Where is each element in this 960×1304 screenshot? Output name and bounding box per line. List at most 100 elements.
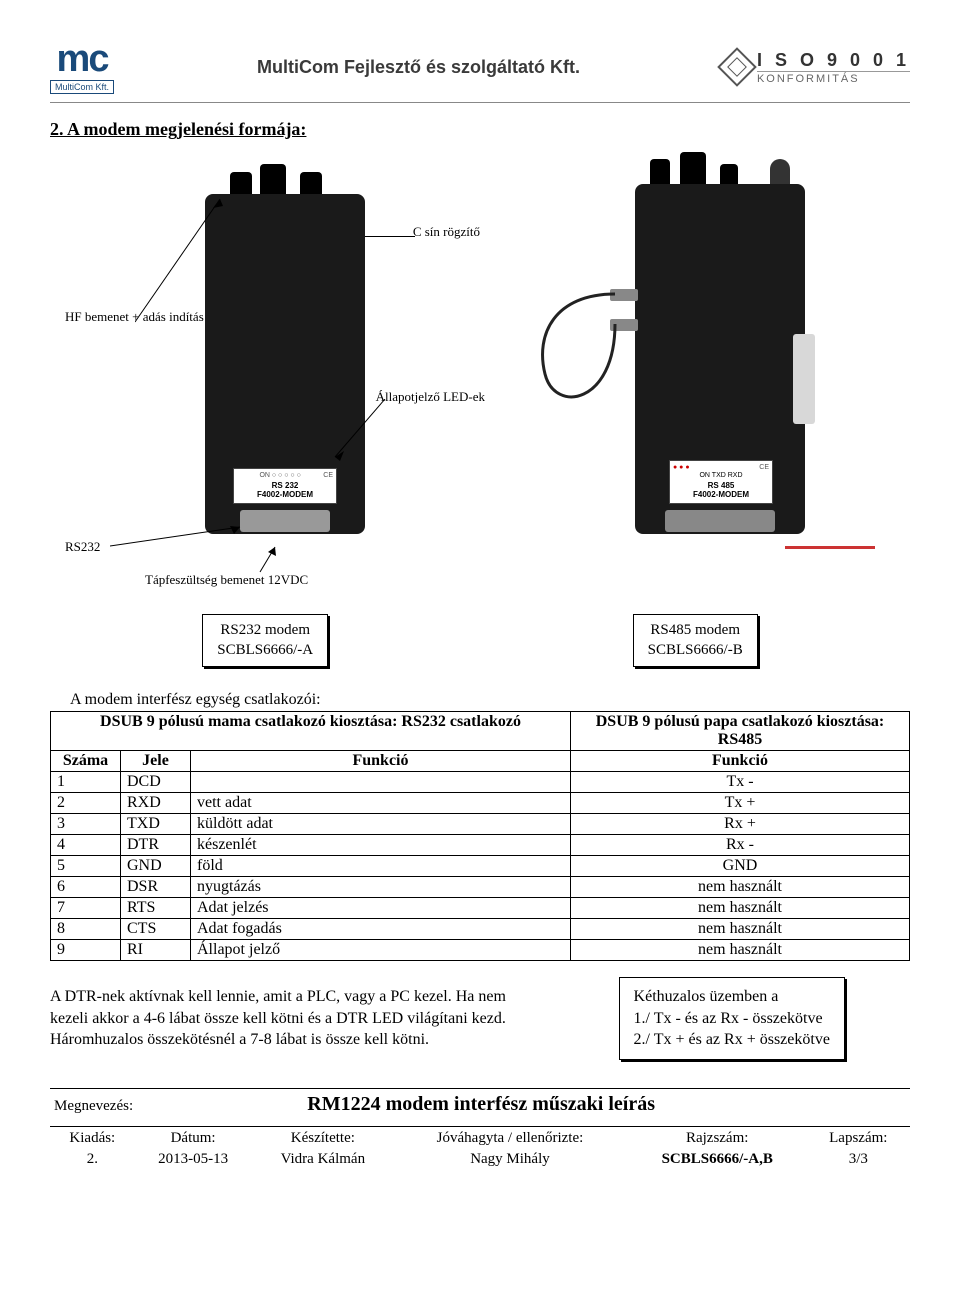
table-cell (191, 772, 571, 793)
table-intro: A modem interfész egység csatlakozói: (70, 691, 910, 709)
table-cell: Rx - (571, 835, 910, 856)
caption-row: RS232 modem SCBLS6666/-A RS485 modem SCB… (50, 614, 910, 667)
note-right-box: Kéthuzalos üzemben a 1./ Tx - és az Rx -… (619, 977, 845, 1060)
iso-diamond-icon (717, 47, 757, 87)
notes-row: A DTR-nek aktívnak kell lennie, amit a P… (50, 977, 910, 1060)
table-header-left: DSUB 9 pólusú mama csatlakozó kiosztása:… (51, 712, 571, 751)
table-cell: DCD (121, 772, 191, 793)
annotation-csin: C sín rögzítő (413, 224, 480, 240)
caption-left-code: SCBLS6666/-A (217, 641, 313, 661)
table-cell: 3 (51, 814, 121, 835)
table-cell: 4 (51, 835, 121, 856)
footer-value-lapszam: 3/3 (809, 1150, 908, 1169)
table-cell: 8 (51, 919, 121, 940)
table-row: 6DSRnyugtázásnem használt (51, 877, 910, 898)
note-right-line2: 1./ Tx - és az Rx - összekötve (634, 1008, 830, 1030)
annotation-tap: Tápfeszültség bemenet 12VDC (145, 572, 308, 588)
modem-label-plate-left: ON ○ ○ ○ ○ ○ CE RS 232 F4002-MODEM (233, 468, 337, 504)
annotation-leds: Állapotjelző LED-ek (376, 389, 485, 405)
table-row: 8CTSAdat fogadásnem használt (51, 919, 910, 940)
caption-right-code: SCBLS6666/-B (648, 641, 743, 661)
col-funkcio1: Funkció (191, 751, 571, 772)
footer-table: Kiadás: Dátum: Készítette: Jóváhagyta / … (50, 1126, 910, 1171)
table-cell: TXD (121, 814, 191, 835)
section-title: 2. A modem megjelenési formája: (50, 119, 910, 140)
caption-right: RS485 modem SCBLS6666/-B (633, 614, 758, 667)
note-right-line3: 2./ Tx + és az Rx + összekötve (634, 1029, 830, 1051)
page-header: mc MultiCom Kft. MultiCom Fejlesztő és s… (50, 40, 910, 94)
table-cell: vett adat (191, 793, 571, 814)
company-name: MultiCom Fejlesztő és szolgáltató Kft. (114, 57, 723, 78)
note-right-line1: Kéthuzalos üzemben a (634, 986, 830, 1008)
modem-body-right: ● ● ●CE ON TXD RXD RS 485 F4002-MODEM (635, 184, 805, 534)
table-row: 5GNDföldGND (51, 856, 910, 877)
table-cell: 6 (51, 877, 121, 898)
header-divider (50, 102, 910, 103)
arrow-leds (330, 399, 390, 464)
footer-label-jovahagy: Jóváhagyta / ellenőrizte: (394, 1129, 626, 1148)
note-left: A DTR-nek aktívnak kell lennie, amit a P… (50, 986, 513, 1051)
iso-main-text: I S O 9 0 0 1 (757, 50, 910, 71)
table-cell: nem használt (571, 919, 910, 940)
modem-photo-right: ● ● ●CE ON TXD RXD RS 485 F4002-MODEM (515, 154, 895, 594)
table-cell: Állapot jelző (191, 940, 571, 961)
footer-label-datum: Dátum: (135, 1129, 252, 1148)
arrow-hf (135, 194, 225, 324)
footer-label-keszitette: Készítette: (254, 1129, 393, 1148)
table-cell: nem használt (571, 898, 910, 919)
company-logo: mc MultiCom Kft. (50, 40, 114, 94)
footer-label-lapszam: Lapszám: (809, 1129, 908, 1148)
footer-value-datum: 2013-05-13 (135, 1150, 252, 1169)
footer-title: RM1224 modem interfész műszaki leírás (137, 1093, 825, 1116)
table-cell: Tx + (571, 793, 910, 814)
modem-photo-left: ON ○ ○ ○ ○ ○ CE RS 232 F4002-MODEM C sín… (65, 154, 485, 594)
col-jele: Jele (121, 751, 191, 772)
pinout-table: DSUB 9 pólusú mama csatlakozó kiosztása:… (50, 711, 910, 961)
table-cell: Adat fogadás (191, 919, 571, 940)
footer-label-rajzszam: Rajzszám: (628, 1129, 807, 1148)
table-cell: GND (121, 856, 191, 877)
page: mc MultiCom Kft. MultiCom Fejlesztő és s… (0, 0, 960, 1191)
modem-label-plate-right: ● ● ●CE ON TXD RXD RS 485 F4002-MODEM (669, 460, 773, 504)
arrow-tap (250, 544, 280, 574)
logo-text: mc (57, 40, 108, 78)
col-funkcio2: Funkció (571, 751, 910, 772)
footer-value-keszitette: Vidra Kálmán (254, 1150, 393, 1169)
iso-sub-text: KONFORMITÁS (757, 71, 910, 85)
logo-subtext: MultiCom Kft. (50, 80, 114, 94)
caption-left: RS232 modem SCBLS6666/-A (202, 614, 328, 667)
table-cell: 7 (51, 898, 121, 919)
table-cell: készenlét (191, 835, 571, 856)
modem-body-left: ON ○ ○ ○ ○ ○ CE RS 232 F4002-MODEM (205, 194, 365, 534)
cable-icon (525, 284, 635, 424)
table-header-right: DSUB 9 pólusú papa csatlakozó kiosztása:… (571, 712, 910, 751)
table-cell: nyugtázás (191, 877, 571, 898)
table-cell: 9 (51, 940, 121, 961)
table-cell: föld (191, 856, 571, 877)
footer-value-jovahagy: Nagy Mihály (394, 1150, 626, 1169)
table-cell: RXD (121, 793, 191, 814)
caption-left-title: RS232 modem (217, 621, 313, 641)
table-row: 3TXDküldött adatRx + (51, 814, 910, 835)
table-cell: küldött adat (191, 814, 571, 835)
table-cell: 2 (51, 793, 121, 814)
table-cell: RTS (121, 898, 191, 919)
table-cell: nem használt (571, 940, 910, 961)
table-cell: Rx + (571, 814, 910, 835)
table-cell: Adat jelzés (191, 898, 571, 919)
footer-block: Megnevezés: RM1224 modem interfész műsza… (50, 1088, 910, 1171)
table-cell: 5 (51, 856, 121, 877)
table-cell: 1 (51, 772, 121, 793)
table-cell: CTS (121, 919, 191, 940)
footer-label-kiadas: Kiadás: (52, 1129, 133, 1148)
table-cell: RI (121, 940, 191, 961)
table-row: 2RXDvett adatTx + (51, 793, 910, 814)
table-row: 4DTRkészenlétRx - (51, 835, 910, 856)
arrow-rs232 (110, 524, 250, 554)
iso-badge: I S O 9 0 0 1 KONFORMITÁS (723, 50, 910, 85)
table-cell: nem használt (571, 877, 910, 898)
table-cell: DTR (121, 835, 191, 856)
footer-megnevezes: Megnevezés: (54, 1098, 133, 1114)
annotation-rs232: RS232 (65, 539, 100, 555)
table-cell: GND (571, 856, 910, 877)
